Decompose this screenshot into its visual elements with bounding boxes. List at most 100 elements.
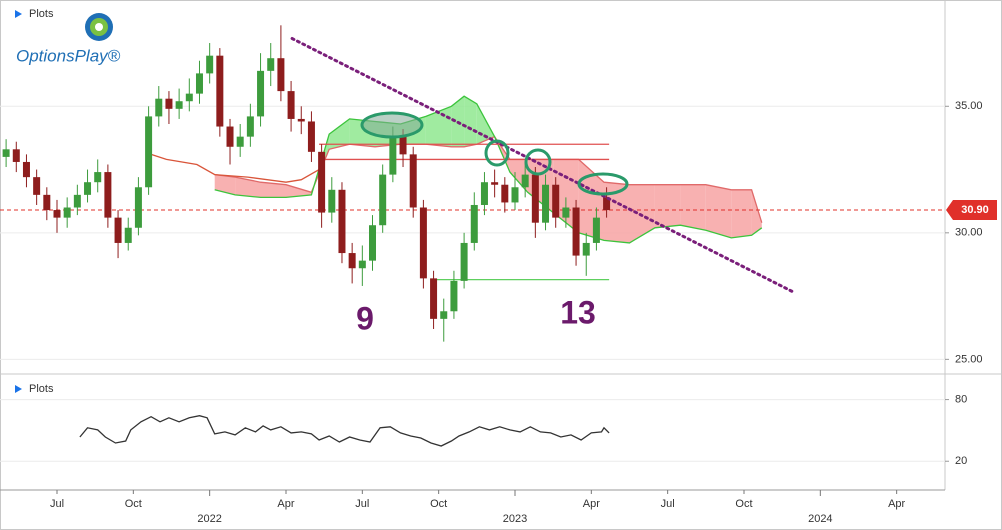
candle-body: [175, 101, 183, 109]
cloud-fill: [329, 118, 350, 150]
candle-body: [430, 278, 438, 319]
candle-body: [195, 73, 203, 94]
x-tick-label: Jul: [355, 498, 369, 510]
candle-body: [318, 151, 326, 213]
candle-body: [307, 121, 315, 152]
y-tick-label: 20: [955, 455, 967, 467]
x-tick-label: 2022: [197, 513, 221, 525]
trend-line: [290, 37, 794, 293]
candle-body: [338, 189, 346, 254]
candle-body: [287, 91, 295, 119]
x-tick-label: Jul: [661, 498, 675, 510]
x-tick-label: Jul: [50, 498, 64, 510]
candle-body: [379, 174, 387, 226]
plot-area: 25.00 30.00 35.00 20 80 Jul Oct 2022 Apr Jul Oct 20…: [0, 25, 983, 525]
cloud-fill: [604, 182, 630, 243]
candle-body: [348, 253, 356, 269]
candle-body: [531, 174, 539, 223]
candle-body: [440, 311, 448, 319]
candle-body: [12, 149, 20, 162]
candle-body: [206, 55, 214, 74]
candle-body: [145, 116, 153, 188]
candle-body: [63, 207, 71, 218]
candle-body: [165, 98, 173, 109]
candle-body: [185, 93, 193, 102]
x-tick-label: 2023: [503, 513, 527, 525]
cloud-fill: [751, 189, 762, 236]
candle-body: [399, 136, 407, 155]
cloud-fill: [425, 106, 452, 147]
candle-body: [257, 70, 265, 117]
candle-body: [460, 242, 468, 281]
candle-body: [592, 217, 600, 243]
candle-body: [480, 182, 488, 205]
x-tick-label: Apr: [583, 498, 600, 510]
y-tick-label: 25.00: [955, 353, 983, 365]
annotation: 9: [356, 300, 374, 336]
candle-body: [267, 58, 275, 71]
panel-title: Plots: [29, 8, 54, 20]
overlay: 9 13 Plots Plots OptionsPlay® 30.90: [15, 8, 997, 395]
base-line: [150, 153, 320, 183]
candle-body: [470, 204, 478, 243]
candle-body: [369, 225, 377, 261]
x-tick-label: Apr: [277, 498, 294, 510]
cloud-fill: [214, 174, 236, 195]
annotation: 13: [560, 294, 596, 330]
highlight-ellipse: [577, 172, 629, 196]
highlight-ellipse: [360, 111, 424, 139]
candle-body: [501, 184, 509, 203]
candle-body: [226, 126, 234, 147]
candle-body: [114, 217, 122, 243]
price-tag: [946, 200, 997, 221]
candle-body: [552, 184, 560, 218]
candle-body: [511, 187, 519, 203]
candle-body: [2, 149, 10, 157]
candle-body: [491, 182, 499, 185]
cloud-fill: [705, 184, 732, 238]
candle-body: [542, 184, 550, 223]
candle-body: [603, 197, 611, 211]
candle-body: [562, 207, 570, 218]
candle-body: [84, 182, 92, 195]
candle-body: [409, 154, 417, 208]
oscillator-line: [79, 415, 610, 447]
x-tick-label: Oct: [735, 498, 752, 510]
candle-body: [572, 207, 580, 256]
cloud-fill: [654, 184, 681, 228]
candle-body: [521, 174, 529, 188]
highlight-ellipse: [484, 139, 510, 167]
candle-body: [124, 227, 132, 243]
cloud-fill: [464, 96, 477, 147]
cloud-fill: [260, 182, 286, 198]
candle-body: [450, 280, 458, 312]
cloud-fill: [286, 184, 312, 198]
candle-body: [43, 194, 51, 211]
collapse-toggle[interactable]: [15, 385, 22, 393]
x-tick-label: Oct: [125, 498, 142, 510]
y-tick-label: 30.00: [955, 227, 983, 239]
candle-body: [419, 207, 427, 279]
candle-body: [22, 161, 30, 178]
cloud-span-a: [214, 95, 763, 244]
candle-body: [358, 260, 366, 269]
candle-body: [155, 98, 163, 117]
cloud-fill: [629, 184, 655, 243]
collapse-toggle[interactable]: [15, 10, 22, 18]
highlight-ellipse: [524, 148, 552, 176]
x-tick-label: Apr: [888, 498, 905, 510]
candle-body: [297, 118, 305, 122]
candle-body: [216, 55, 224, 127]
cloud-fill: [680, 184, 706, 231]
candle-body: [33, 177, 41, 195]
candle-body: [73, 194, 81, 208]
candle-body: [53, 210, 61, 218]
cloud-fill: [235, 177, 261, 198]
x-tick-label: 2024: [808, 513, 832, 525]
candle-body: [134, 187, 142, 228]
candle-body: [94, 172, 102, 183]
candle-body: [104, 172, 112, 218]
